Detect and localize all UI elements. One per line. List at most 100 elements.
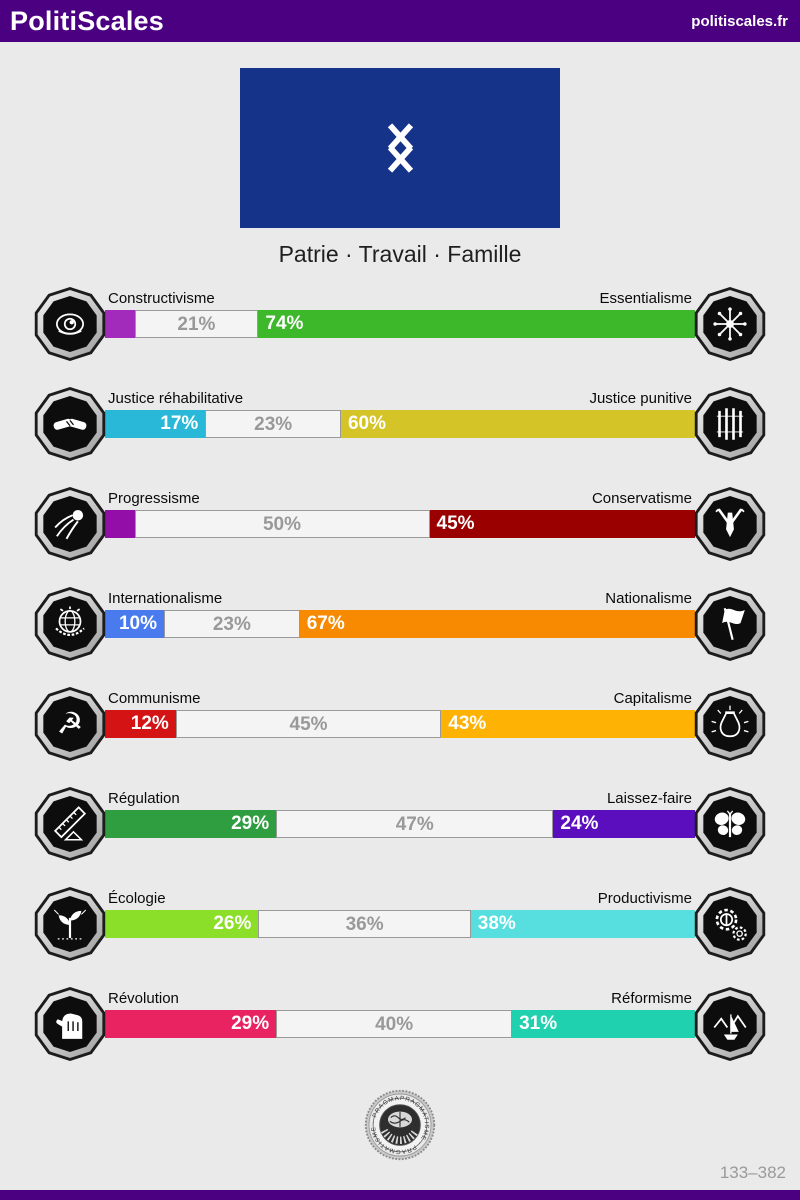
axis-left-badge — [34, 287, 106, 361]
motto: Patrie · Travail · Famille — [278, 241, 522, 267]
axis-neutral-segment: 21% — [134, 310, 259, 338]
axis-right-segment: 60% — [340, 410, 695, 438]
axis-row: Justice réhabilitative Justice punitive … — [0, 383, 800, 483]
app-title: PolitiScales — [10, 5, 164, 36]
seedling-icon — [53, 909, 87, 940]
axis-right-segment: 31% — [512, 1010, 695, 1038]
axis-right-segment: 74% — [258, 310, 695, 338]
flag — [240, 68, 560, 228]
axis-right-label: Justice punitive — [589, 390, 692, 407]
axis-bar: 21% 74% — [105, 310, 695, 338]
axis-bar: 26% 36% 38% — [105, 910, 695, 938]
axis-right-label: Essentialisme — [599, 290, 692, 307]
footer-bar — [0, 1190, 800, 1200]
axis-left-segment: 26% — [105, 910, 259, 938]
fist-icon — [56, 1013, 83, 1039]
axis-bar: 17% 23% 60% — [105, 410, 695, 438]
axis-right-label: Nationalisme — [605, 590, 692, 607]
axis-left-label: Écologie — [108, 890, 166, 907]
axis-right-segment: 24% — [553, 810, 695, 838]
axis-left-label: Régulation — [108, 790, 180, 807]
axis-bar: 29% 47% 24% — [105, 810, 695, 838]
result-id: 133–382 — [719, 1163, 786, 1182]
axis-right-label: Conservatisme — [591, 490, 692, 507]
axis-right-label: Réformisme — [611, 990, 692, 1007]
axis-row: Internationalisme Nationalisme 10% 23% 6… — [0, 583, 800, 683]
axis-bar: 10% 23% 67% — [105, 610, 695, 638]
axis-left-segment: 12% — [105, 710, 176, 738]
axis-left-badge — [34, 787, 106, 861]
axis-left-segment: 17% — [105, 410, 206, 438]
axis-left-badge: ☭ — [34, 687, 106, 761]
axis-row: Constructivisme Essentialisme 21% 74% — [0, 283, 800, 383]
axis-right-label: Laissez-faire — [606, 790, 692, 807]
axis-right-segment: 43% — [441, 710, 695, 738]
flag-icon — [722, 607, 745, 641]
axis-right-badge — [694, 587, 766, 661]
money-bag-icon — [711, 705, 749, 738]
pragmatism-seal: PRAGMATISME · PRAGMATISME · PRAGMATISME — [360, 1084, 437, 1162]
axis-right-badge — [694, 387, 766, 461]
axis-right-segment: 38% — [470, 910, 695, 938]
axis-left-label: Internationalisme — [108, 590, 223, 607]
axis-left-badge — [34, 587, 106, 661]
axis-right-badge — [694, 487, 766, 561]
double-cross-rune-icon — [387, 123, 413, 173]
axis-neutral-segment: 50% — [134, 510, 430, 538]
axis-left-segment: 29% — [105, 810, 277, 838]
globe-icon — [55, 606, 85, 637]
axis-right-badge — [694, 287, 766, 361]
suit-tie-icon — [715, 508, 745, 538]
axis-row: Révolution Réformisme 29% 40% 31% — [0, 983, 800, 1083]
axis-neutral-segment: 36% — [258, 910, 471, 938]
axis-right-label: Capitalisme — [613, 690, 692, 707]
axis-neutral-segment: 23% — [205, 410, 341, 438]
axis-left-label: Communisme — [108, 690, 201, 707]
handshake-icon — [53, 418, 87, 430]
svg-text:☭: ☭ — [57, 707, 84, 742]
header-bar: PolitiScales politiscales.fr — [0, 0, 800, 42]
axis-row: Communisme Capitalisme 12% 45% 43% ☭ — [0, 683, 800, 783]
gears-icon — [715, 908, 747, 941]
axis-right-badge — [694, 787, 766, 861]
axis-row: Régulation Laissez-faire 29% 47% 24% — [0, 783, 800, 883]
axes-list: Constructivisme Essentialisme 21% 74% Ju… — [0, 283, 800, 1083]
axis-left-label: Progressisme — [108, 490, 200, 507]
ruler-icon — [53, 806, 87, 841]
axis-bar: 50% 45% — [105, 510, 695, 538]
comet-icon — [54, 510, 84, 540]
prison-bars-icon — [716, 408, 744, 440]
axis-neutral-segment: 40% — [276, 1010, 513, 1038]
flower-icon — [713, 307, 747, 341]
butterfly-icon — [714, 810, 746, 838]
axis-left-segment — [105, 510, 135, 538]
axis-left-segment — [105, 310, 135, 338]
axis-left-label: Constructivisme — [108, 290, 215, 307]
axis-left-label: Justice réhabilitative — [108, 390, 244, 407]
axis-left-segment: 10% — [105, 610, 164, 638]
sailboat-icon — [713, 1014, 747, 1040]
axis-right-badge — [694, 687, 766, 761]
axis-bar: 12% 45% 43% — [105, 710, 695, 738]
axis-row: Écologie Productivisme 26% 36% 38% — [0, 883, 800, 983]
eye-icon — [56, 313, 84, 335]
hammer-sickle-icon: ☭ — [57, 707, 84, 742]
axis-right-segment: 67% — [299, 610, 695, 638]
axis-left-badge — [34, 987, 106, 1061]
axis-right-badge — [694, 987, 766, 1061]
axis-left-badge — [34, 487, 106, 561]
axis-right-segment: 45% — [429, 510, 695, 538]
axis-left-badge — [34, 887, 106, 961]
axis-left-badge — [34, 387, 106, 461]
axis-right-badge — [694, 887, 766, 961]
axis-neutral-segment: 23% — [164, 610, 300, 638]
axis-left-segment: 29% — [105, 1010, 277, 1038]
axis-left-label: Révolution — [108, 990, 179, 1007]
site-url: politiscales.fr — [691, 12, 788, 30]
axis-bar: 29% 40% 31% — [105, 1010, 695, 1038]
axis-row: Progressisme Conservatisme 50% 45% — [0, 483, 800, 583]
axis-neutral-segment: 45% — [175, 710, 442, 738]
axis-right-label: Productivisme — [597, 890, 692, 907]
axis-neutral-segment: 47% — [276, 810, 554, 838]
